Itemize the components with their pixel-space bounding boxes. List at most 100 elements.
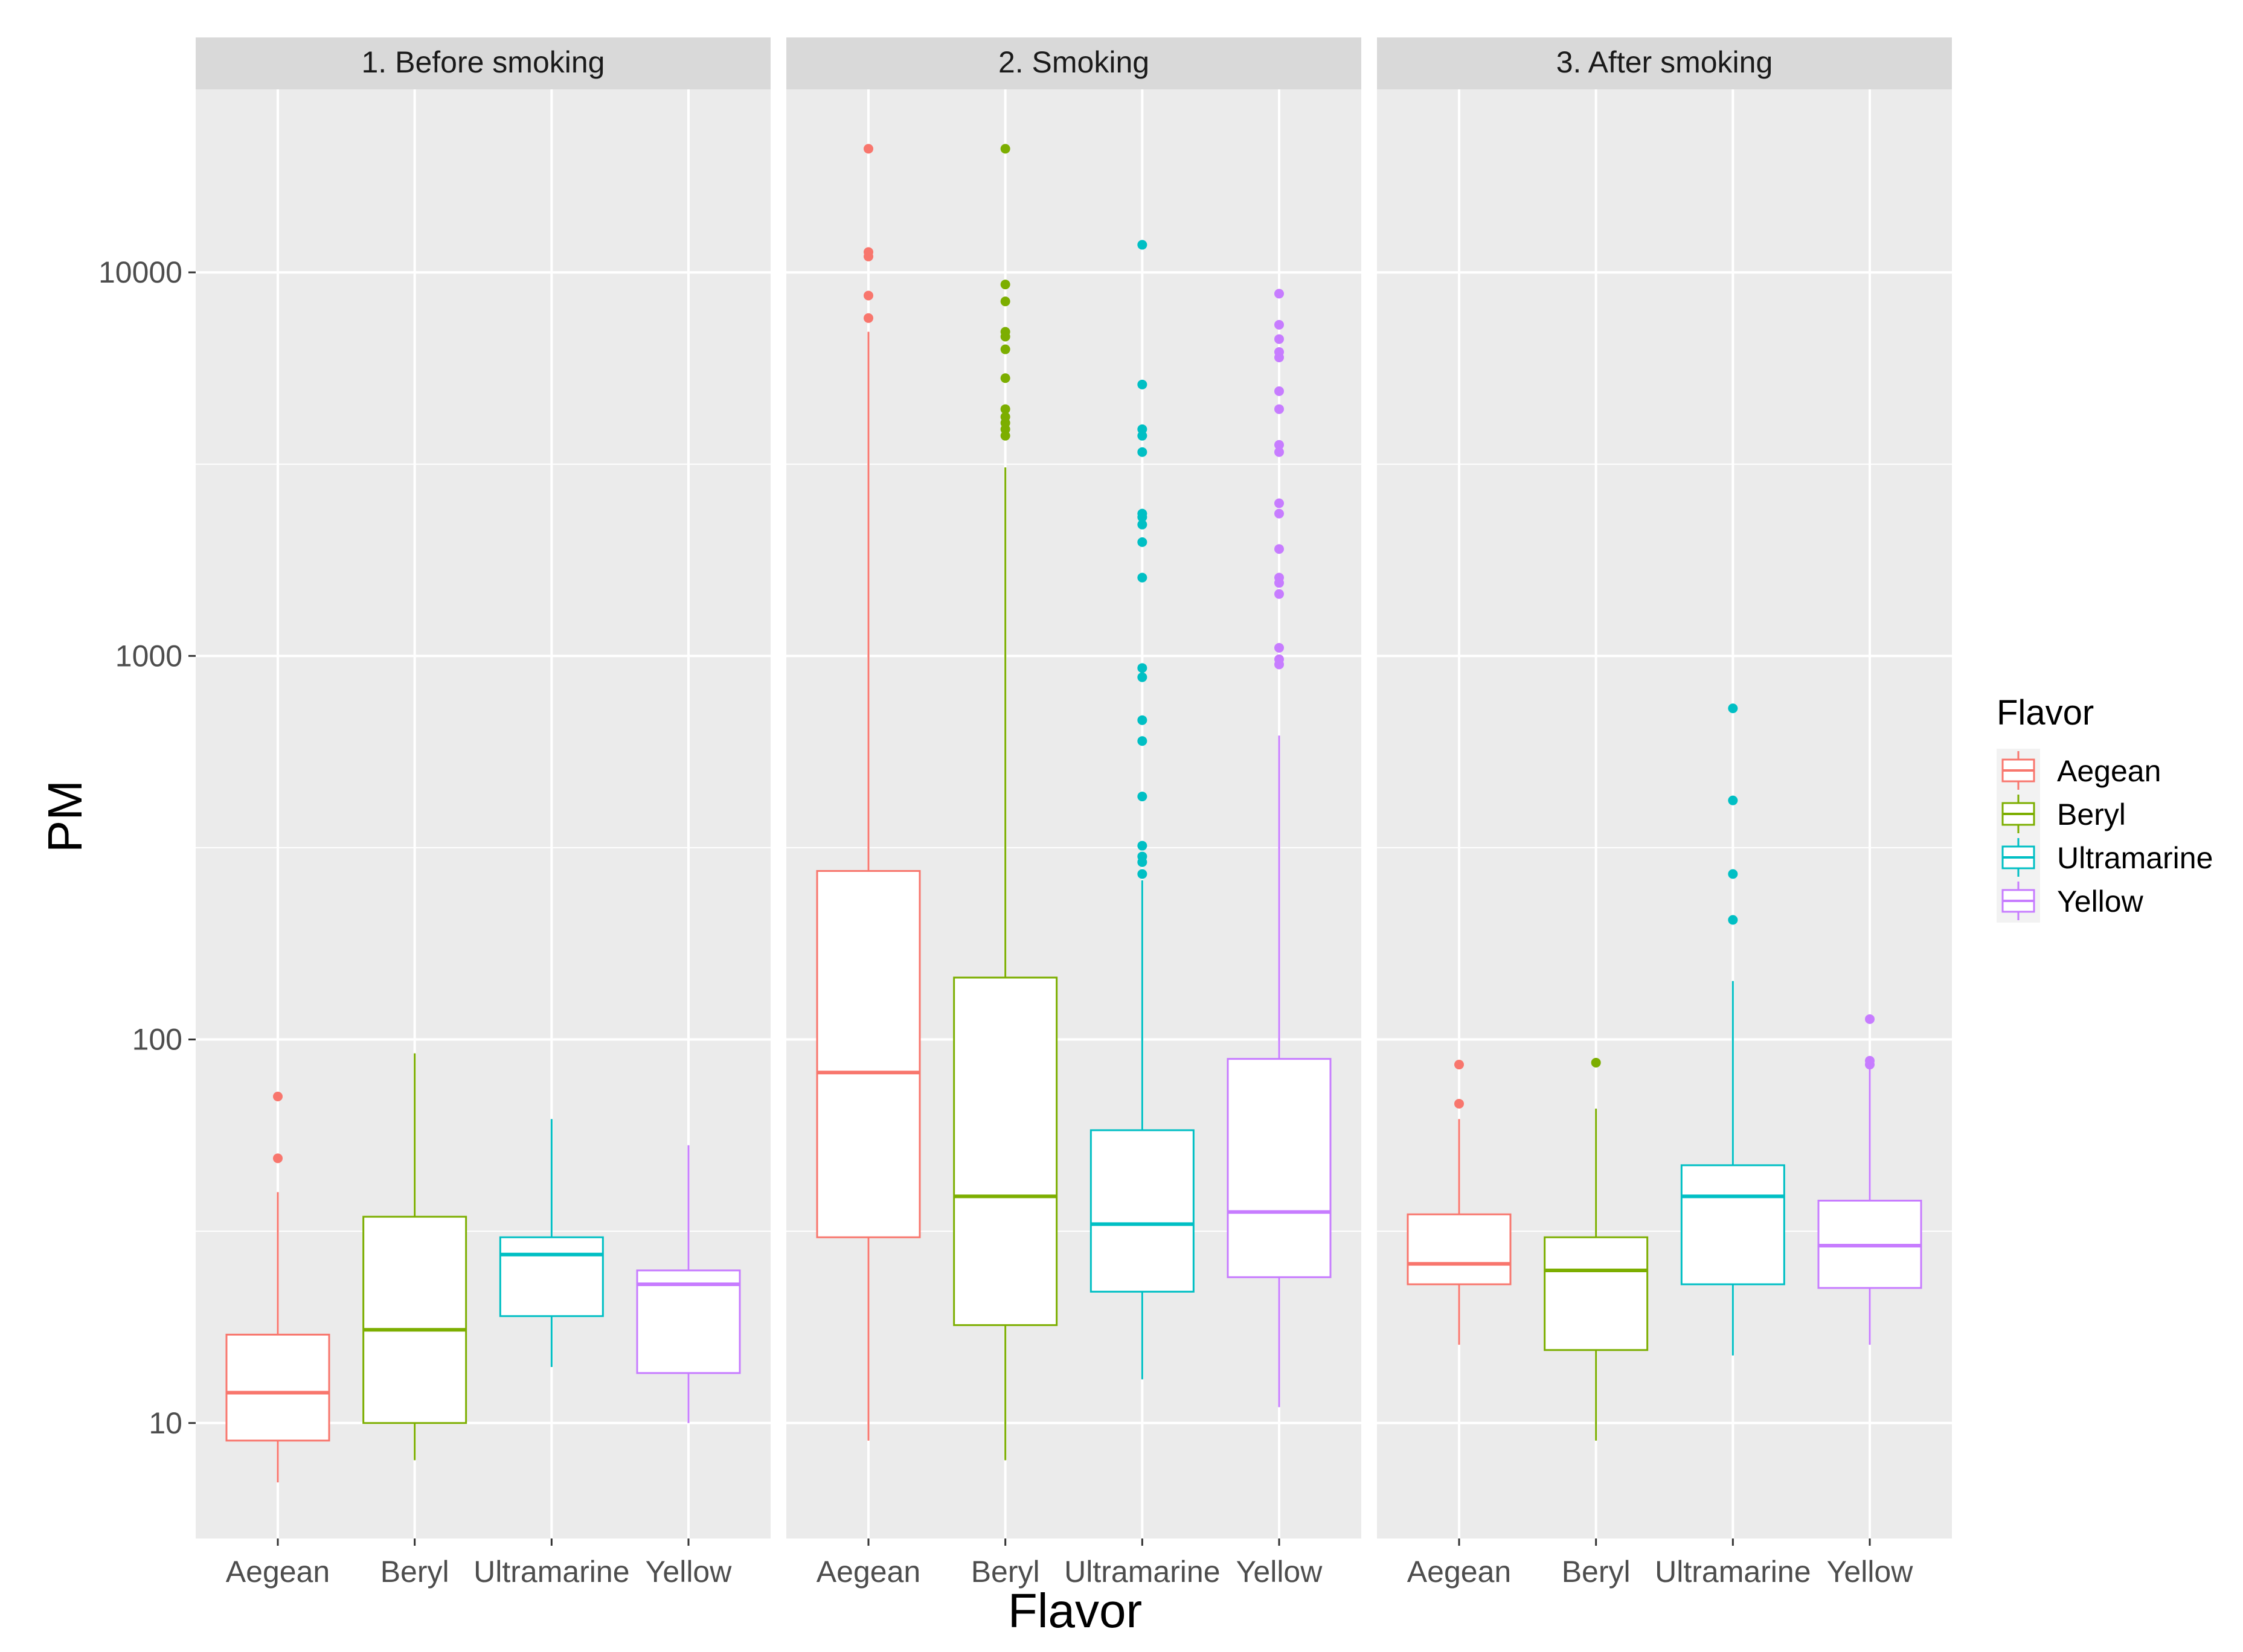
outlier-point [1274,386,1284,396]
outlier-point [1274,289,1284,299]
outlier-point [1728,869,1738,879]
facet-panel-3: 3. After smoking Aegean Beryl Ultramarine Ye… [1377,37,1952,1589]
outlier-point [1274,440,1284,450]
outlier-point [1000,404,1010,414]
outlier-point [1137,508,1147,519]
legend-item-yellow: Yellow [1997,879,2144,923]
x-tick-label: Ultramarine [1064,1555,1220,1589]
outlier-point [1000,344,1010,354]
y-tick-label: 1000 [115,639,182,673]
outlier-point [1274,642,1284,653]
box-aegean [1407,1060,1512,1345]
outlier-point [1137,840,1147,851]
x-tick-label: Ultramarine [1655,1555,1811,1589]
panel-background [786,89,1361,1538]
box-ultramarine [1089,240,1195,1380]
outlier-point [1000,412,1010,422]
legend-item-beryl: Beryl [1997,792,2126,836]
outlier-point [1728,915,1738,925]
facet-panel-2: 2. Smoking Aegean Beryl Ultramarine Yellow [786,37,1361,1589]
x-tick-label: Yellow [646,1555,733,1589]
x-tick-label: Yellow [1827,1555,1914,1589]
outlier-point [1728,795,1738,805]
y-tick-label: 100 [132,1023,182,1057]
panel-background [1377,89,1952,1538]
box-iqr [1227,1058,1332,1278]
outlier-point [1137,672,1147,682]
legend-title: Flavor [1997,693,2094,732]
outlier-point [273,1092,283,1102]
facet-strip-label: 3. After smoking [1556,45,1773,79]
outlier-point [864,144,873,154]
facet-strip-label: 2. Smoking [998,45,1149,79]
box-beryl [1544,1057,1649,1441]
outlier-point [1274,508,1284,519]
box-iqr [1544,1236,1649,1351]
outlier-point [1000,327,1010,337]
outlier-point [1274,498,1284,508]
box-yellow [636,1145,741,1423]
outlier-point [1865,1055,1875,1066]
box-ultramarine [1680,703,1785,1356]
x-tick-label: Aegean [817,1555,920,1589]
outlier-point [864,313,873,323]
x-tick-label: Aegean [1407,1555,1511,1589]
x-tick-label: Beryl [971,1555,1040,1589]
legend-item-label: Beryl [2057,798,2126,831]
x-tick-label: Ultramarine [473,1555,629,1589]
box-iqr [1680,1164,1785,1285]
outlier-point [864,290,873,301]
y-axis-title: PM [38,780,92,853]
box-yellow [1817,1014,1922,1345]
outlier-point [1000,296,1010,307]
box-ultramarine [499,1119,604,1367]
outlier-point [1274,572,1284,583]
x-axis-title: Flavor [1008,1584,1142,1638]
box-iqr [1089,1129,1195,1293]
x-tick-label: Beryl [1562,1555,1631,1589]
outlier-point [1137,519,1147,530]
y-tick-label: 10 [149,1406,182,1440]
box-iqr [499,1236,604,1317]
box-yellow [1227,289,1332,1407]
box-iqr [636,1269,741,1374]
outlier-point [1137,572,1147,583]
outlier-point [1274,589,1284,599]
outlier-point [1000,280,1010,290]
outlier-point [1000,144,1010,154]
outlier-point [1137,379,1147,389]
box-beryl [362,1053,467,1461]
box-iqr [816,869,921,1238]
outlier-point [1137,869,1147,879]
outlier-point [273,1153,283,1164]
outlier-point [1274,319,1284,330]
outlier-point [1137,240,1147,250]
box-iqr [1407,1213,1512,1285]
outlier-point [1454,1098,1464,1109]
box-iqr [362,1215,467,1424]
legend-item-aegean: Aegean [1997,749,2161,792]
outlier-point [1728,703,1738,714]
outlier-point [1137,736,1147,746]
facet-strip-label: 1. Before smoking [362,45,605,79]
outlier-point [1591,1057,1601,1068]
outlier-point [1274,404,1284,414]
y-tick-label: 10000 [98,255,182,289]
outlier-point [1865,1014,1875,1024]
outlier-point [1137,447,1147,457]
outlier-point [1000,373,1010,383]
legend-item-ultramarine: Ultramarine [1997,836,2213,879]
legend-item-label: Aegean [2057,754,2161,788]
box-aegean [816,144,921,1441]
outlier-point [1137,715,1147,725]
box-iqr [953,976,1058,1327]
outlier-point [1454,1060,1464,1070]
legend-item-label: Yellow [2057,885,2144,918]
panels-layer: 1. Before smoking Aegean Beryl Ultramarine Y… [196,37,1952,1589]
x-tick-label: Beryl [380,1555,449,1589]
x-tick-label: Yellow [1236,1555,1323,1589]
outlier-point [1137,424,1147,434]
outlier-point [1274,334,1284,344]
outlier-point [1274,544,1284,554]
